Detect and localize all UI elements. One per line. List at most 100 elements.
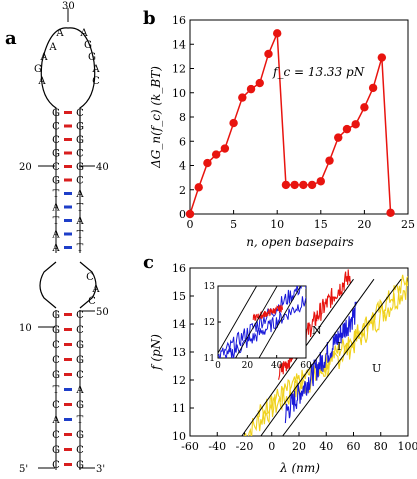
- loop-top-base: A: [91, 64, 100, 75]
- stem-base-left: G: [52, 310, 60, 321]
- y-tick-label-b: 2: [179, 184, 186, 197]
- state-label-n: N: [312, 324, 322, 337]
- y-axis-label-c: f (pN): [149, 334, 163, 371]
- x-axis-label-c: λ (nm): [279, 461, 320, 475]
- stem-base-left: T: [53, 385, 60, 396]
- data-point-b: [386, 208, 395, 217]
- panel-b: b 0 5 10 15 20 25 0 2 4 6 8 10 12 14 16 n, open basepa…: [143, 8, 415, 249]
- data-point-b: [273, 29, 282, 38]
- y-tick-label-b: 0: [179, 208, 186, 221]
- loop-mid-base: C: [86, 272, 94, 283]
- annotation-fc: f_c = 13.33 pN: [272, 65, 365, 79]
- data-point-b: [203, 158, 212, 168]
- x-tick-label-b: 0: [187, 218, 194, 231]
- stem-base-left: T: [53, 189, 60, 200]
- hairpin-lower-stem: G CG CC GC GG CT AC GA TC GG CC G: [51, 310, 84, 471]
- base-pair-bond: [64, 151, 72, 155]
- stem-base-right: G: [76, 355, 84, 366]
- x-tick-label-c: 60: [347, 440, 361, 453]
- stem-base-right: G: [76, 340, 84, 351]
- stem-base-right: A: [75, 385, 84, 396]
- hairpin-upper-stem: G CC GC GG CC GG CT AA TT AA TA T: [51, 108, 84, 254]
- y-tick-label-b: 12: [172, 63, 186, 76]
- x-tick-label-c: 40: [319, 440, 333, 453]
- stem-base-left: A: [51, 243, 60, 254]
- data-point-b: [351, 120, 360, 129]
- stem-base-right: G: [76, 162, 84, 173]
- label-5-prime: 5': [19, 464, 28, 475]
- trace-c: [257, 274, 408, 418]
- series-line-b: [189, 33, 392, 215]
- loop-top-base: A: [39, 52, 48, 63]
- loop-mid-base: C: [88, 296, 96, 307]
- index-label-30: 30: [62, 1, 75, 12]
- base-pair-bond: [64, 246, 72, 249]
- loop-top-base: A: [48, 42, 57, 53]
- inset-trace: [224, 296, 306, 358]
- base-pair-bond: [64, 403, 72, 406]
- base-pair-bond: [64, 124, 72, 128]
- stem-base-left: C: [52, 340, 60, 351]
- y-axis-label-b: ΔG_n(f_c) (k_BT): [149, 66, 163, 169]
- y-tick-label-b: 8: [179, 111, 186, 124]
- x-tick-label-b: 20: [357, 218, 371, 231]
- clipped-plot-c: [241, 269, 408, 436]
- base-pair-bond: [64, 192, 72, 195]
- data-point-b: [334, 133, 343, 142]
- axes-c: -60 -40 -20 0 20 40 60 80 100 10 11 12 13 14 15 16: [172, 262, 417, 453]
- inset-reference-line: [235, 286, 278, 358]
- stem-base-right: C: [76, 445, 84, 456]
- x-tick-label-b: 10: [270, 218, 284, 231]
- base-pair-bond: [64, 232, 72, 236]
- index-label-50: 50: [96, 307, 109, 318]
- data-point-b: [316, 177, 325, 186]
- x-tick-label-c: -40: [208, 440, 226, 453]
- data-point-b: [211, 150, 221, 159]
- data-point-b: [325, 156, 334, 165]
- inset-x-tick-label: 0: [215, 361, 221, 371]
- loop-top-base: A: [79, 28, 88, 39]
- loop-top-base: G: [34, 64, 42, 75]
- stem-base-left: C: [52, 122, 60, 133]
- stem-base-left: G: [52, 370, 60, 381]
- data-point-b: [238, 93, 247, 102]
- index-label-20: 20: [19, 162, 32, 173]
- y-tick-label-b: 16: [172, 14, 186, 27]
- inset-reference-line: [218, 286, 258, 354]
- stem-base-left: C: [52, 162, 60, 173]
- x-tick-label-b: 5: [230, 218, 237, 231]
- inset-plot-c: 0 20 40 60 11 12 13: [204, 282, 312, 371]
- stem-base-right: G: [76, 430, 84, 441]
- stem-base-left: G: [52, 149, 60, 160]
- loop-top-base: A: [37, 76, 46, 87]
- clipped-inset: [218, 286, 306, 358]
- y-tick-label-c: 16: [172, 262, 186, 275]
- stem-base-right: T: [77, 203, 84, 214]
- stem-base-right: G: [76, 122, 84, 133]
- stem-base-right: C: [76, 149, 84, 160]
- y-tick-label-c: 10: [172, 430, 186, 443]
- data-point-b: [290, 180, 299, 190]
- data-point-b: [264, 49, 273, 59]
- base-pair-bond: [64, 178, 72, 182]
- inset-y-tick-label: 13: [204, 282, 216, 292]
- base-pair-bond: [64, 448, 72, 451]
- data-point-b: [220, 144, 230, 153]
- data-point-b: [377, 53, 387, 62]
- y-tick-label-c: 13: [172, 346, 186, 359]
- stem-base-left: A: [51, 415, 60, 426]
- x-tick-label-b: 15: [314, 218, 328, 231]
- loop-mid-backbone: [39, 261, 97, 309]
- panel-c: c -60 -40 -20 0 20 40 60 80 100 10 11 12 13 14 15 16 λ …: [143, 252, 417, 475]
- base-pair-bond: [64, 463, 72, 466]
- inset-y-tick-label: 11: [204, 354, 215, 364]
- stem-base-right: C: [76, 176, 84, 187]
- loop-top-base: G: [88, 52, 96, 63]
- stem-base-left: G: [52, 108, 60, 119]
- x-axis-label-b: n, open basepairs: [246, 235, 354, 249]
- base-pair-bond: [64, 418, 72, 421]
- base-pair-bond: [64, 343, 72, 346]
- plot-area-c: [241, 269, 408, 436]
- axes-b: 0 5 10 15 20 25 0 2 4 6 8 10 12 14 16: [172, 14, 415, 231]
- data-point-b: [299, 180, 308, 190]
